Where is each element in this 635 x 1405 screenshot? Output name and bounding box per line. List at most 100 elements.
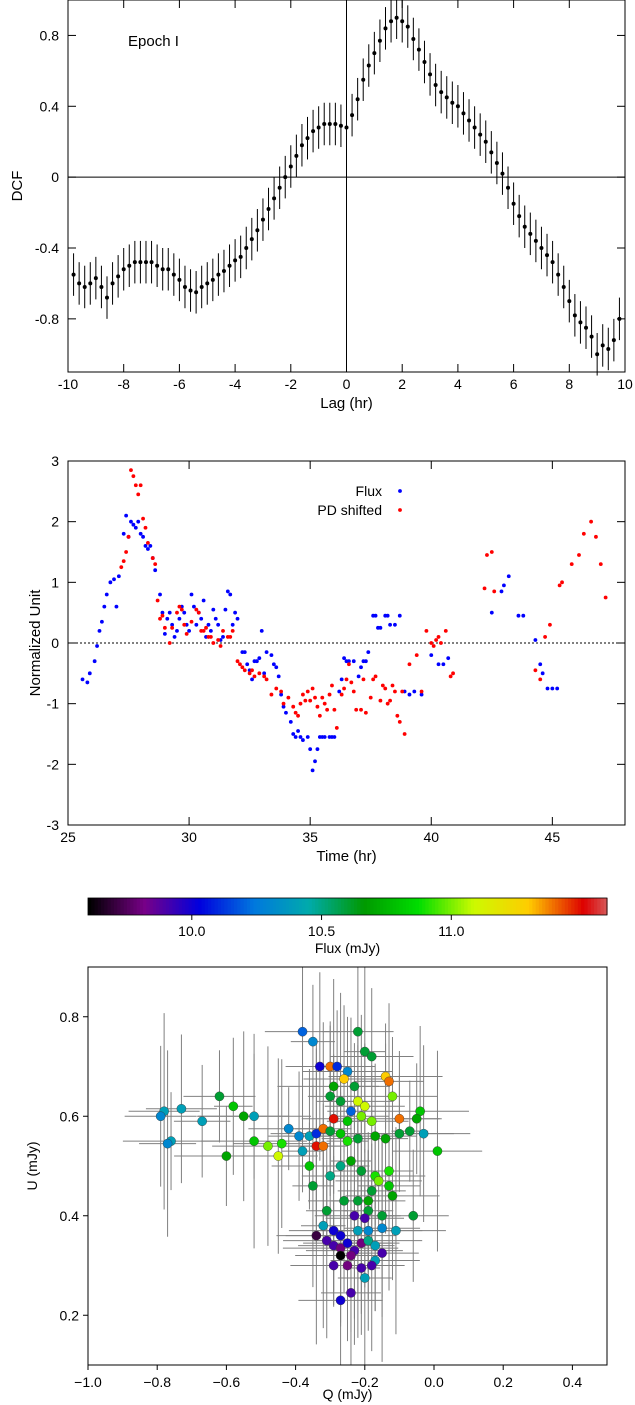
dcf-annotation: Epoch I (128, 33, 179, 50)
timeseries-flux-point (162, 632, 167, 636)
timeseries-pd-point (274, 686, 279, 691)
dcf-point (299, 143, 304, 148)
colorbar-segment (431, 898, 436, 915)
qu-plot-area (122, 967, 483, 1365)
colorbar-segment (461, 898, 465, 915)
dcf-point (110, 281, 115, 286)
qu-point (346, 1288, 356, 1298)
qu-point (377, 1210, 387, 1221)
dcf-point (177, 277, 182, 282)
qu-point (370, 1131, 380, 1141)
colorbar-segment (474, 898, 478, 915)
qu-point (366, 1186, 377, 1196)
timeseries-flux-point (175, 628, 179, 633)
timeseries-pd-point (325, 707, 330, 712)
timeseries-pd-point (320, 695, 325, 700)
colorbar-segment (224, 898, 229, 915)
colorbar-segment (136, 898, 141, 915)
timeseries-pd-point (533, 668, 538, 673)
timeseries-flux-point (148, 544, 153, 548)
timeseries-pd-point (402, 732, 407, 736)
qu-point (353, 1196, 363, 1206)
colorbar (88, 898, 608, 915)
qu-point (283, 1123, 294, 1134)
timeseries-flux-point (397, 613, 402, 618)
timeseries-flux-point (366, 650, 371, 654)
timeseries-pd-point (342, 686, 346, 691)
colorbar-segment (577, 898, 582, 915)
timeseries-flux-point (199, 616, 204, 621)
timeseries-flux-point (301, 738, 305, 742)
dcf-point (82, 284, 87, 289)
colorbar-segment (353, 898, 358, 915)
colorbar-segment (448, 898, 452, 915)
timeseries-pd-point (378, 698, 383, 703)
qu-point (353, 1133, 363, 1144)
dcf-point (260, 217, 265, 222)
timeseries-flux-point (129, 519, 133, 524)
timeseries-flux-point (104, 592, 109, 597)
timeseries-pd-point (138, 483, 143, 488)
colorbar-segment (146, 898, 151, 915)
dcf-point (294, 153, 299, 158)
colorbar-segment (574, 898, 579, 915)
qu-x-tick-label: 0.0 (424, 1374, 444, 1390)
timeseries-flux-point (347, 659, 351, 664)
timeseries-pd-point (569, 562, 574, 567)
timeseries-flux-point (516, 613, 521, 618)
timeseries-flux-point (182, 610, 187, 615)
colorbar-segment (243, 898, 248, 915)
timeseries-flux-point (337, 689, 342, 694)
qu-point (387, 1191, 398, 1201)
colorbar-segment (383, 898, 388, 915)
colorbar-segment (318, 898, 323, 915)
colorbar-segment (217, 898, 222, 915)
colorbar-segment (104, 898, 109, 915)
colorbar-segment (97, 898, 102, 915)
dcf-x-tick-label: -6 (173, 376, 186, 392)
timeseries-flux-point (291, 732, 296, 736)
timeseries-pd-point (119, 565, 124, 570)
qu-y-tick-label: 0.2 (60, 1307, 80, 1323)
qu-point (325, 1126, 336, 1136)
colorbar-segment (415, 898, 420, 915)
timeseries-y-tick-label: 1 (51, 574, 59, 590)
dcf-point (255, 228, 260, 233)
timeseries-flux-point (279, 692, 284, 697)
timeseries-pd-point (332, 707, 337, 712)
colorbar-segment (230, 898, 235, 915)
dcf-y-axis-label: DCF (9, 171, 26, 202)
colorbar-segment (201, 898, 206, 915)
timeseries-flux-point (359, 665, 363, 670)
timeseries-flux-point (288, 719, 293, 724)
timeseries-pd-point (548, 622, 552, 627)
colorbar-segment (295, 898, 300, 915)
timeseries-pd-point (443, 628, 448, 633)
colorbar-segment (425, 898, 430, 915)
colorbar-segment (88, 898, 92, 915)
timeseries-flux-point (112, 577, 116, 582)
timeseries-flux-point (502, 583, 506, 588)
legend-pd-label: PD shifted (317, 502, 382, 518)
timeseries-flux-point (80, 677, 85, 682)
qu-point (411, 1113, 422, 1124)
colorbar-segment (499, 898, 504, 915)
dcf-point (160, 267, 165, 272)
qu-point (384, 1076, 394, 1087)
colorbar-segment (542, 898, 546, 915)
timeseries-pd-point (240, 665, 245, 670)
timeseries-flux-point (230, 622, 235, 627)
qu-point (418, 1128, 429, 1139)
dcf-point (584, 325, 589, 330)
timeseries-pd-point (393, 689, 397, 694)
colorbar-segment (470, 898, 475, 915)
timeseries-pd-point (150, 556, 155, 560)
timeseries-pd-point (184, 632, 189, 636)
qu-point (315, 1061, 325, 1072)
timeseries-flux-point (146, 547, 150, 551)
colorbar-segment (522, 898, 527, 915)
dcf-point (143, 260, 148, 265)
timeseries-flux-point (356, 674, 361, 679)
timeseries-pd-point (247, 671, 252, 676)
dcf-point (411, 36, 416, 41)
